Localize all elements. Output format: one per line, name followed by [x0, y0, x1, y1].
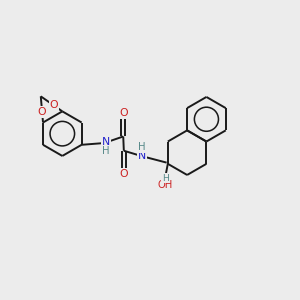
- Text: N: N: [137, 151, 146, 161]
- Text: O: O: [119, 169, 128, 179]
- Text: O: O: [50, 100, 58, 110]
- Text: H: H: [138, 142, 146, 152]
- Text: OH: OH: [157, 180, 172, 190]
- Text: O: O: [38, 107, 46, 117]
- Text: H: H: [102, 146, 110, 156]
- Text: H: H: [162, 174, 169, 183]
- Text: O: O: [119, 108, 128, 118]
- Text: N: N: [102, 137, 110, 147]
